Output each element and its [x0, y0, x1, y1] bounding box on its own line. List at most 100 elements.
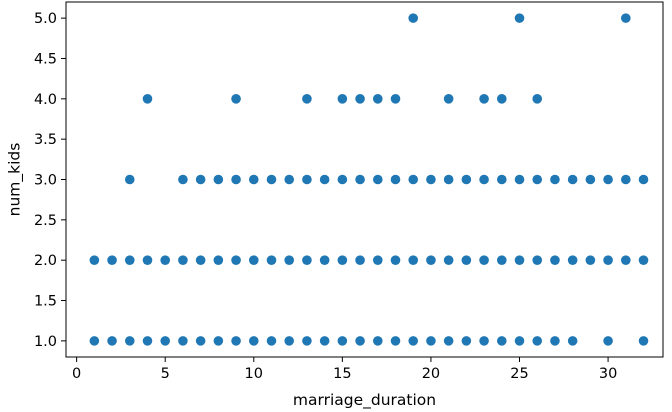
scatter-point	[408, 174, 419, 185]
scatter-point	[266, 255, 277, 265]
y-tick-label: 4.5	[34, 51, 57, 67]
scatter-point	[496, 174, 507, 185]
scatter-point	[390, 336, 401, 346]
scatter-point	[178, 255, 188, 265]
scatter-point	[248, 336, 259, 346]
scatter-point	[567, 336, 578, 346]
scatter-point	[248, 174, 259, 185]
scatter-point	[443, 255, 454, 265]
scatter-point	[638, 336, 649, 346]
scatter-point	[355, 255, 365, 265]
scatter-point	[213, 336, 224, 346]
scatter-point	[567, 174, 578, 185]
x-tick-label: 10	[245, 366, 263, 382]
scatter-point	[390, 174, 401, 185]
y-tick-label: 2.5	[34, 213, 57, 229]
scatter-point	[160, 255, 171, 265]
scatter-point	[620, 174, 631, 185]
scatter-point	[585, 255, 596, 265]
scatter-point	[550, 255, 560, 265]
scatter-point	[266, 174, 277, 185]
scatter-point	[89, 336, 100, 346]
scatter-point	[461, 336, 472, 346]
scatter-point	[160, 336, 171, 346]
points-layer	[89, 13, 649, 346]
scatter-point	[337, 336, 348, 346]
scatter-point	[408, 336, 419, 346]
scatter-point	[532, 174, 543, 185]
scatter-point	[337, 94, 348, 104]
scatter-point	[195, 174, 206, 185]
scatter-point	[372, 336, 383, 346]
axes-layer: 0 5 10 15 20 25 30 1.0 1.5 2.0 2.5 3.0 3.5 4.0 4.5 5.0	[34, 1, 664, 382]
scatter-point	[496, 94, 507, 104]
scatter-point	[284, 174, 295, 185]
scatter-point	[479, 174, 489, 185]
scatter-point	[479, 255, 489, 265]
scatter-point	[496, 336, 507, 346]
scatter-point	[337, 174, 348, 185]
x-tick-label: 30	[599, 366, 617, 382]
scatter-point	[124, 336, 135, 346]
scatter-point	[372, 174, 383, 185]
scatter-point	[567, 255, 578, 265]
y-tick-label: 3.0	[34, 173, 57, 189]
y-tick-label: 3.5	[34, 132, 57, 148]
scatter-point	[532, 336, 543, 346]
x-axis-label: marriage_duration	[293, 391, 436, 410]
scatter-point	[550, 336, 560, 346]
scatter-point	[142, 336, 153, 346]
scatter-point	[213, 255, 224, 265]
y-tick-label: 1.0	[34, 334, 57, 350]
scatter-point	[231, 336, 241, 346]
scatter-point	[532, 255, 543, 265]
x-tick-label: 0	[72, 366, 81, 382]
scatter-point	[195, 255, 206, 265]
scatter-point	[479, 94, 489, 104]
scatter-point	[603, 255, 613, 265]
scatter-point	[355, 336, 365, 346]
y-tick-label: 4.0	[34, 92, 57, 108]
scatter-point	[408, 13, 419, 23]
x-tick-label: 5	[161, 366, 170, 382]
scatter-point	[302, 174, 312, 185]
scatter-point	[302, 255, 312, 265]
x-tick-label: 25	[510, 366, 528, 382]
scatter-point	[231, 94, 241, 104]
scatter-point	[248, 255, 259, 265]
scatter-point	[479, 336, 489, 346]
scatter-point	[426, 336, 436, 346]
x-tick-label: 20	[422, 366, 440, 382]
scatter-point	[514, 13, 525, 23]
x-tick-label: 15	[333, 366, 351, 382]
scatter-point	[213, 174, 224, 185]
scatter-point	[514, 174, 525, 185]
y-axis-label: num_kids	[5, 143, 24, 217]
scatter-point	[302, 94, 312, 104]
scatter-point	[266, 336, 277, 346]
scatter-point	[355, 174, 365, 185]
scatter-point	[443, 174, 454, 185]
scatter-point	[461, 174, 472, 185]
scatter-point	[284, 336, 295, 346]
scatter-point	[532, 94, 543, 104]
scatter-point	[107, 255, 117, 265]
scatter-point	[426, 255, 436, 265]
scatter-point	[496, 255, 507, 265]
scatter-point	[603, 174, 613, 185]
scatter-point	[390, 255, 401, 265]
scatter-point	[443, 94, 454, 104]
scatter-point	[620, 13, 631, 23]
scatter-point	[178, 336, 188, 346]
scatter-point	[178, 174, 188, 185]
scatter-point	[302, 336, 312, 346]
scatter-point	[319, 174, 330, 185]
scatter-point	[284, 255, 295, 265]
scatter-point	[461, 255, 472, 265]
y-tick-label: 2.0	[34, 253, 57, 269]
scatter-point	[231, 174, 241, 185]
scatter-point	[638, 255, 649, 265]
scatter-point	[514, 336, 525, 346]
